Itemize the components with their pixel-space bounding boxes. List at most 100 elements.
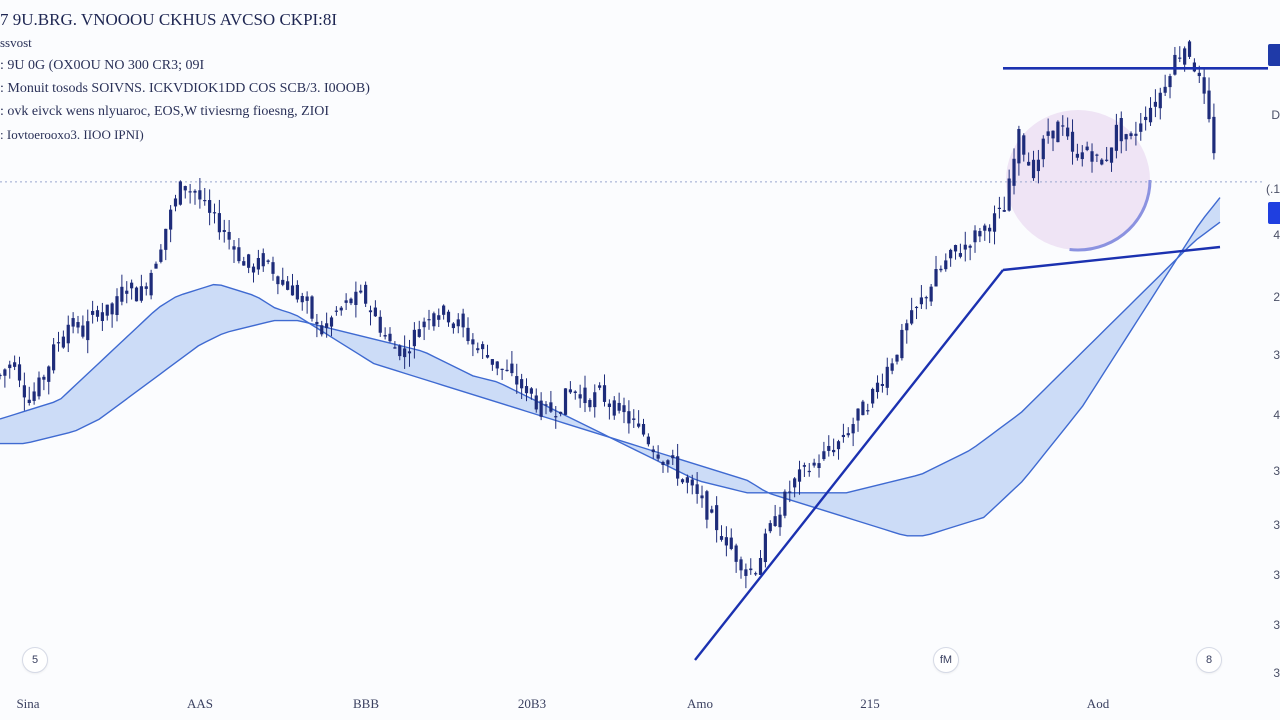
candle-body (251, 266, 256, 273)
price-tick-label: 3 (1273, 568, 1280, 582)
candle-body (812, 462, 816, 466)
candle-body (139, 286, 143, 301)
candle-body (427, 319, 431, 321)
time-axis[interactable]: Sina AAS BBB 20B3 Amo 215 Aod (0, 694, 1280, 720)
scroll-left-button[interactable]: 5 (22, 647, 48, 673)
candle-body (320, 325, 324, 335)
candle-body (325, 323, 329, 329)
candle-body (705, 491, 709, 520)
candle-body (178, 181, 182, 205)
candle-body (929, 286, 933, 302)
candle-body (344, 300, 348, 303)
candle-body (422, 321, 426, 328)
band-lower-line (0, 221, 1221, 494)
price-tick-label: 4 (1273, 228, 1280, 242)
candle-body (573, 391, 577, 393)
candle-body (505, 369, 509, 372)
candle-body (588, 400, 592, 408)
candle-body (76, 322, 80, 328)
candle-body (544, 404, 548, 406)
moving-average-band (0, 197, 1221, 537)
candle-body (242, 261, 246, 266)
candle-body (905, 323, 909, 331)
candle-body (100, 312, 104, 321)
candle-body (383, 335, 387, 337)
candle-body (130, 282, 134, 289)
candle-body (817, 463, 821, 469)
candle-body (685, 477, 689, 483)
candle-body (1075, 153, 1079, 158)
candle-body (300, 296, 304, 303)
candle-body (95, 310, 100, 317)
candle-body (563, 388, 568, 415)
candle-body (1153, 101, 1157, 107)
candle-body (1061, 125, 1065, 127)
candle-body (198, 190, 202, 200)
candle-body (1158, 92, 1162, 109)
legend-line: : Monuit tosods SOIVNS. ICKVDIOK1DD COS … (0, 81, 370, 96)
candle-body (749, 568, 753, 571)
candle-body (17, 364, 22, 381)
candle-body (846, 433, 850, 436)
candle-body (481, 344, 485, 350)
candlestick-series (0, 39, 1216, 589)
candle-body (164, 228, 168, 250)
candle-body (354, 291, 358, 305)
candle-body (758, 558, 763, 575)
candle-body (13, 362, 17, 367)
candle-body (305, 296, 309, 301)
candle-body (900, 329, 904, 359)
candle-body (593, 392, 597, 408)
candle-body (37, 377, 41, 397)
candle-body (1017, 129, 1021, 164)
reset-view-button[interactable]: 8 (1196, 647, 1222, 673)
candle-body (914, 306, 919, 309)
candle-body (734, 545, 738, 562)
candle-body (637, 423, 641, 427)
candle-body (910, 310, 914, 324)
candle-body (841, 434, 845, 438)
candle-body (81, 325, 85, 337)
trendlines[interactable] (694, 67, 1268, 661)
candle-body (554, 416, 558, 418)
candle-body (437, 315, 441, 320)
candle-body (349, 298, 353, 304)
last-price-badge (1268, 202, 1280, 224)
candle-body (1056, 121, 1060, 143)
time-tick-label: 215 (860, 696, 880, 711)
candle-body (442, 305, 446, 315)
candle-body (680, 479, 685, 483)
candle-body (1022, 135, 1026, 155)
candle-body (154, 263, 158, 269)
candle-body (788, 491, 792, 493)
candle-body (286, 281, 290, 290)
candle-body (612, 400, 616, 416)
candle-body (339, 307, 343, 311)
candle-body (880, 383, 884, 386)
candle-body (1212, 116, 1216, 154)
candle-body (227, 231, 231, 240)
candle-body (466, 327, 470, 342)
candle-body (1197, 72, 1201, 77)
price-axis[interactable]: D (.1 4 2 3 4 3 3 3 3 3 (1266, 0, 1280, 720)
candle-body (695, 484, 699, 494)
candle-body (276, 276, 280, 285)
candle-body (656, 454, 660, 459)
candle-body (417, 329, 421, 337)
rising-trendline (694, 269, 1004, 661)
candle-body (754, 573, 758, 575)
candle-body (968, 245, 972, 248)
timeframe-button[interactable]: fM (933, 647, 959, 673)
candle-body (1163, 86, 1167, 93)
candle-body (763, 533, 767, 563)
price-tick-label: (.1 (1265, 182, 1280, 196)
legend-line: : ovk eivck wens nlyuaroc, EOS,W tiviesr… (0, 104, 330, 119)
candle-body (539, 400, 543, 417)
candle-body (856, 408, 860, 421)
candle-body (534, 395, 538, 410)
candle-body (125, 290, 129, 294)
legend-title: 7 9U.BRG. VNOOOU CKHUS AVCSO CKPI:8I (0, 10, 338, 29)
candle-body (456, 319, 460, 327)
candle-body (193, 190, 197, 193)
